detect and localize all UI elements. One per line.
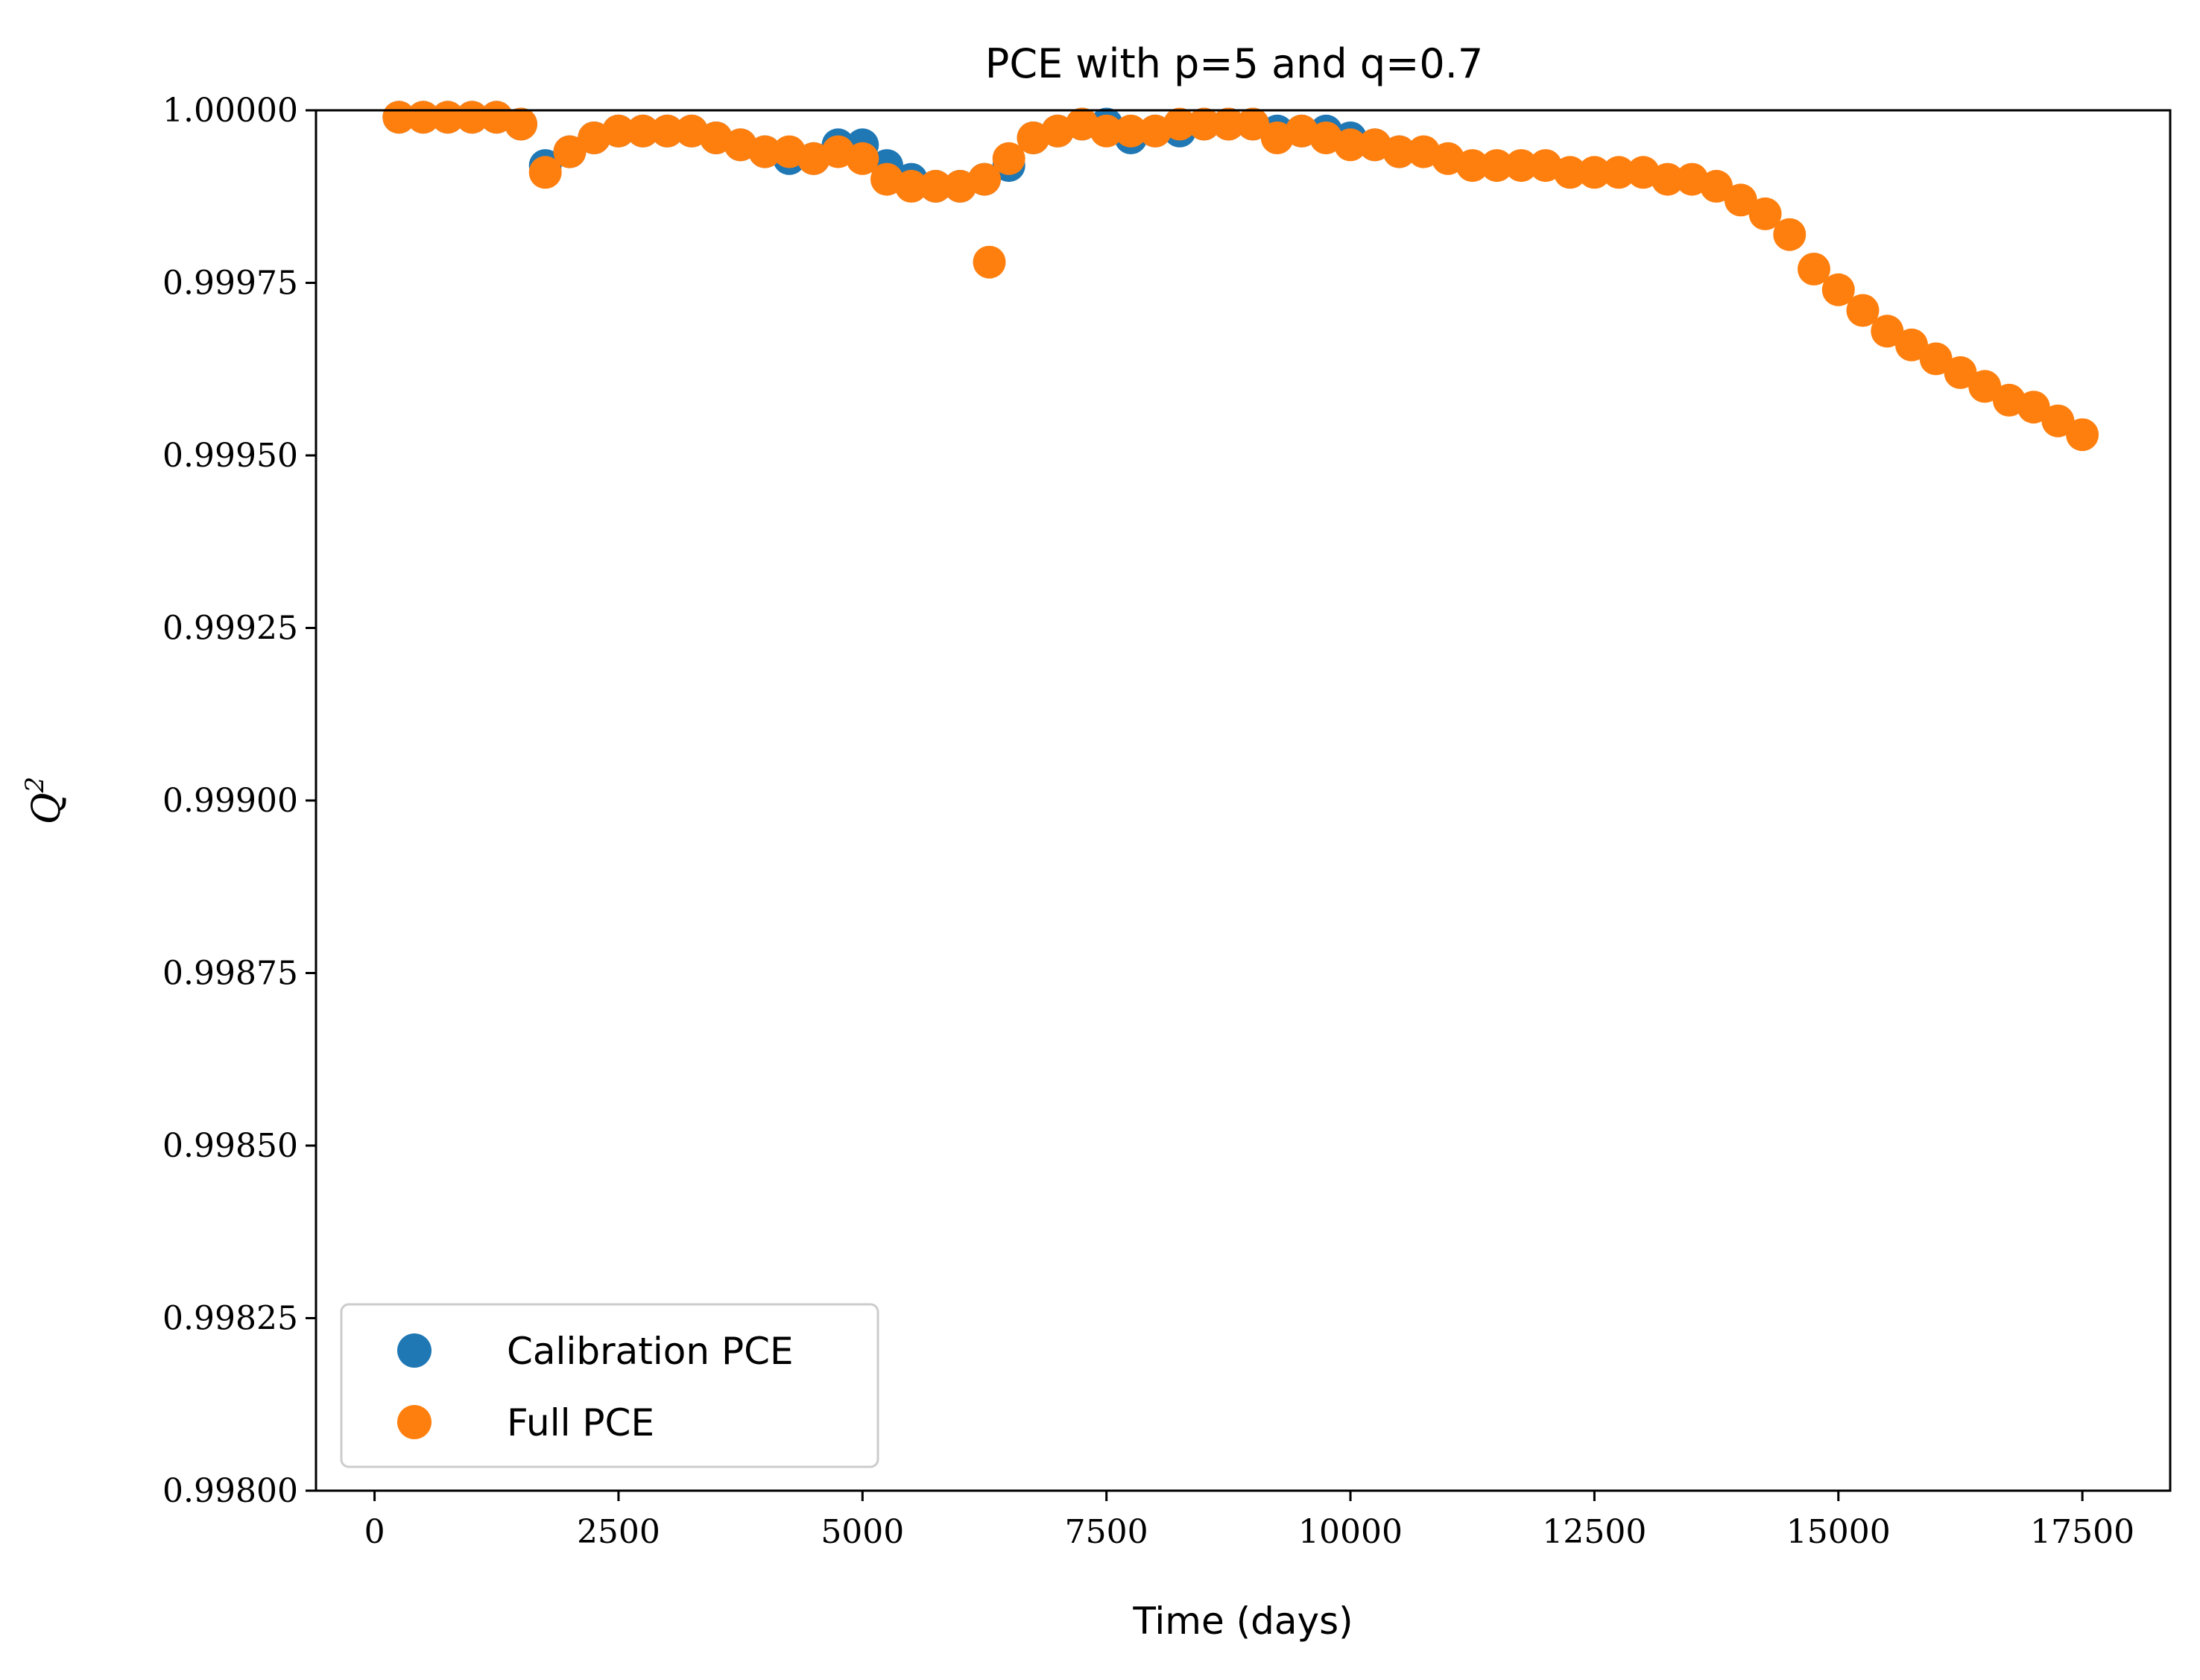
data-point: [919, 169, 952, 203]
data-point: [455, 101, 489, 134]
x-tick-label: 0: [364, 1513, 385, 1551]
data-point: [992, 142, 1025, 175]
data-point: [2066, 418, 2099, 452]
x-tick-label: 15000: [1786, 1513, 1891, 1551]
legend-marker-full-pce: [397, 1405, 432, 1439]
x-tick-label: 7500: [1065, 1513, 1148, 1551]
data-point: [382, 101, 416, 134]
data-point: [1748, 197, 1782, 230]
data-point: [1236, 107, 1270, 141]
svg-text:Q2: Q2: [20, 777, 69, 824]
data-point: [1871, 315, 1904, 348]
data-point: [1578, 156, 1611, 189]
data-point: [1480, 149, 1514, 183]
data-point: [1114, 114, 1148, 148]
data-point: [1846, 294, 1880, 327]
y-tick-label: 0.99825: [162, 1300, 298, 1338]
y-tick-label: 0.99875: [162, 955, 298, 993]
data-point: [1382, 135, 1416, 168]
legend-box: [340, 1303, 879, 1468]
data-point: [1163, 107, 1196, 141]
x-tick-label: 12500: [1542, 1513, 1646, 1551]
x-tick-label: 2500: [577, 1513, 660, 1551]
y-tick-label: 0.99800: [162, 1472, 298, 1510]
legend: Calibration PCE Full PCE: [340, 1303, 879, 1468]
y-tick-label: 0.99850: [162, 1127, 298, 1165]
y-tick-label: 0.99975: [162, 265, 298, 303]
data-point: [1895, 328, 1928, 361]
data-point: [1919, 342, 1953, 376]
data-point: [431, 101, 464, 134]
data-point: [1334, 128, 1367, 162]
data-point: [1944, 356, 1977, 389]
points-layer: [382, 101, 2099, 452]
data-point: [748, 135, 782, 168]
x-axis-label: Time (days): [1132, 1600, 1353, 1643]
data-point: [1773, 218, 1807, 251]
y-tick-label: 0.99925: [162, 610, 298, 648]
series-1: [382, 101, 2099, 452]
data-point: [1553, 156, 1587, 189]
y-axis-label: Q2: [20, 777, 69, 824]
data-point: [553, 135, 587, 168]
data-point: [1212, 107, 1245, 141]
y-axis-ticks: 0.99800 0.99825 0.99850 0.99875 0.99900 0.999…: [162, 92, 316, 1510]
data-point: [1821, 273, 1855, 306]
data-point: [505, 107, 537, 141]
data-point: [1798, 253, 1830, 285]
y-tick-label: 0.99950: [162, 437, 298, 475]
data-point: [2017, 391, 2050, 424]
data-point: [1090, 114, 1123, 148]
y-tick-label: 1.00000: [162, 92, 298, 130]
data-point: [846, 142, 879, 175]
x-tick-label: 10000: [1298, 1513, 1403, 1551]
data-point: [1455, 149, 1489, 183]
data-point: [601, 114, 635, 148]
legend-label-calibration-pce: Calibration PCE: [507, 1330, 794, 1373]
data-point: [1968, 370, 2002, 403]
y-tick-label: 0.99900: [162, 782, 298, 820]
data-point: [1724, 183, 1757, 217]
data-point: [2041, 404, 2075, 438]
y-axis-label-superscript: 2: [20, 777, 50, 794]
data-point: [894, 169, 928, 203]
chart-title: PCE with p=5 and q=0.7: [985, 40, 1484, 87]
x-tick-label: 17500: [2030, 1513, 2134, 1551]
data-point: [407, 101, 440, 134]
data-point: [651, 114, 684, 148]
x-axis-ticks: 0 2500 5000 7500 10000 12500 15000 17500: [364, 1491, 2134, 1551]
data-point: [968, 162, 1001, 196]
legend-marker-calibration-pce: [397, 1333, 432, 1368]
y-axis-label-base: Q: [25, 793, 69, 825]
data-point: [1505, 149, 1538, 183]
x-tick-label: 5000: [821, 1513, 904, 1551]
data-point: [1602, 156, 1636, 189]
legend-label-full-pce: Full PCE: [507, 1401, 654, 1444]
data-point: [626, 114, 660, 148]
data-point: [528, 156, 562, 189]
data-point: [1187, 107, 1221, 141]
data-point: [973, 245, 1006, 279]
data-point: [1651, 162, 1684, 196]
data-point: [1700, 169, 1733, 203]
